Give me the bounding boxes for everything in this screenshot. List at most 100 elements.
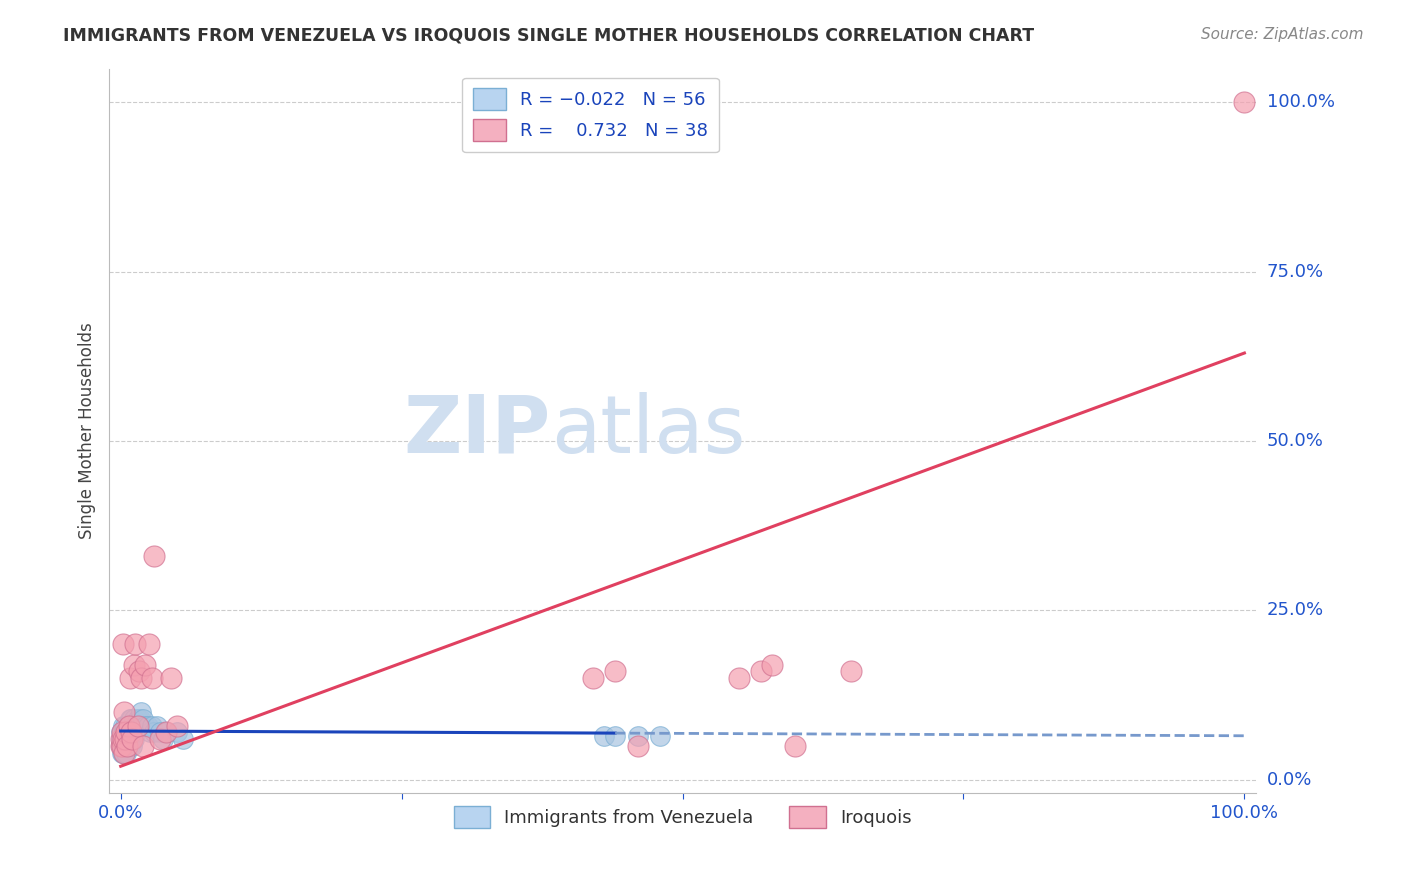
Point [1233, 95, 1256, 110]
Point [761, 657, 783, 672]
Point [129, 671, 152, 685]
Legend: Immigrants from Venezuela, Iroquois: Immigrants from Venezuela, Iroquois [446, 798, 920, 835]
Point [160, 671, 183, 685]
Point [110, 732, 132, 747]
Point [111, 739, 134, 753]
Point [128, 665, 150, 679]
Point [111, 725, 134, 739]
Point [155, 725, 177, 739]
Point [111, 637, 134, 651]
Point [114, 739, 136, 753]
Point [605, 729, 627, 743]
Point [648, 729, 671, 743]
Point [149, 732, 172, 747]
Point [117, 732, 139, 747]
Point [134, 718, 156, 732]
Y-axis label: Single Mother Households: Single Mother Households [79, 323, 96, 540]
Point [127, 718, 149, 732]
Point [115, 725, 138, 739]
Point [143, 549, 166, 564]
Point [122, 712, 145, 726]
Point [141, 718, 163, 732]
Point [122, 725, 145, 739]
Point [138, 637, 160, 651]
Point [110, 739, 132, 753]
Point [114, 718, 136, 732]
Point [129, 705, 152, 719]
Point [111, 746, 134, 760]
Point [152, 732, 174, 747]
Point [141, 671, 163, 685]
Point [128, 712, 150, 726]
Point [117, 718, 139, 732]
Point [111, 718, 134, 732]
Text: atlas: atlas [551, 392, 745, 470]
Point [117, 739, 139, 753]
Point [136, 718, 159, 732]
Point [117, 725, 139, 739]
Point [110, 732, 132, 747]
Text: Source: ZipAtlas.com: Source: ZipAtlas.com [1201, 27, 1364, 42]
Point [124, 718, 146, 732]
Text: 75.0%: 75.0% [1267, 263, 1324, 281]
Point [143, 725, 166, 739]
Point [118, 712, 141, 726]
Point [120, 732, 142, 747]
Point [111, 739, 134, 753]
Point [111, 739, 134, 753]
Point [128, 718, 150, 732]
Point [112, 746, 135, 760]
Point [115, 746, 138, 760]
Point [120, 725, 142, 739]
Point [112, 746, 135, 760]
Point [118, 671, 141, 685]
Point [839, 665, 862, 679]
Point [115, 732, 138, 747]
Point [111, 732, 134, 747]
Point [110, 725, 132, 739]
Text: 25.0%: 25.0% [1267, 601, 1324, 619]
Point [122, 657, 145, 672]
Text: 0.0%: 0.0% [1267, 771, 1312, 789]
Point [124, 637, 146, 651]
Point [626, 739, 648, 753]
Point [166, 725, 188, 739]
Point [110, 739, 132, 753]
Point [145, 718, 167, 732]
Point [112, 705, 135, 719]
Point [114, 732, 136, 747]
Point [727, 671, 749, 685]
Point [117, 718, 139, 732]
Point [134, 657, 156, 672]
Text: 50.0%: 50.0% [1267, 432, 1323, 450]
Point [132, 712, 155, 726]
Point [139, 725, 162, 739]
Point [593, 729, 616, 743]
Point [172, 732, 194, 747]
Point [111, 725, 134, 739]
Text: 100.0%: 100.0% [1267, 94, 1334, 112]
Text: ZIP: ZIP [404, 392, 551, 470]
Point [112, 739, 135, 753]
Point [122, 732, 145, 747]
Point [149, 725, 172, 739]
Point [111, 732, 134, 747]
Point [115, 725, 138, 739]
Point [120, 712, 142, 726]
Point [121, 739, 143, 753]
Point [112, 725, 135, 739]
Point [127, 712, 149, 726]
Point [626, 729, 648, 743]
Point [111, 746, 134, 760]
Point [582, 671, 605, 685]
Point [117, 739, 139, 753]
Point [121, 732, 143, 747]
Point [605, 665, 627, 679]
Point [783, 739, 806, 753]
Point [749, 665, 772, 679]
Point [111, 732, 134, 747]
Point [118, 739, 141, 753]
Point [132, 739, 155, 753]
Point [125, 725, 148, 739]
Point [114, 732, 136, 747]
